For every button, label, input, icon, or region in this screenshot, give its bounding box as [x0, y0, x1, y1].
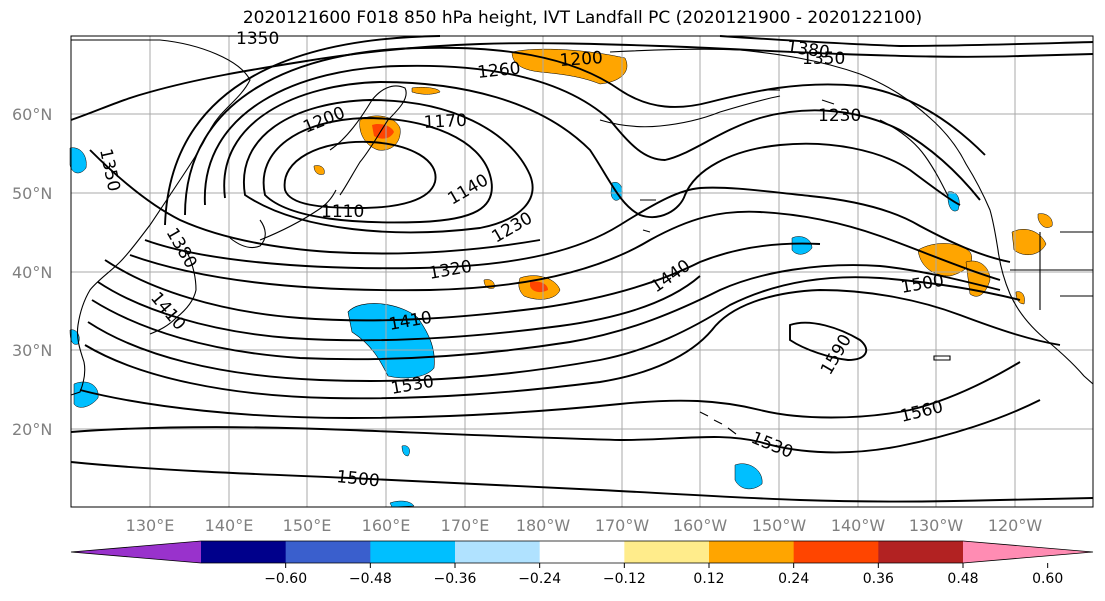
colorbar-tick-label: 0.36 — [863, 571, 894, 587]
contour-1470 — [91, 264, 1001, 361]
colorbar: −0.60 −0.48 −0.36 −0.24 −0.12 0.12 0.24 0.36 0.4… — [70, 540, 1094, 587]
coast-kuril — [259, 189, 337, 241]
colorbar-tick-label: −0.24 — [518, 571, 561, 587]
contour-1170 — [242, 99, 534, 234]
contour-label: 1200 — [559, 48, 604, 71]
lat-label: 30°N — [12, 341, 52, 360]
colorbar-segment — [878, 541, 964, 563]
contour-label: 1230 — [818, 106, 861, 126]
coast-aleutians — [599, 95, 781, 128]
ivt-shading — [69, 48, 1053, 508]
contour-1560 — [79, 361, 1021, 419]
contour-1500a — [87, 276, 1021, 382]
contour-1110 — [283, 141, 437, 209]
contour-label-group: 1350 1380 1350 1260 1200 1230 1170 1200 … — [95, 29, 945, 491]
coast-japan — [149, 219, 266, 335]
colorbar-extend-low — [71, 541, 201, 563]
colorbar-segment — [201, 541, 287, 563]
lon-label: 160°E — [362, 516, 411, 535]
lon-label: 160°W — [673, 516, 728, 535]
contour-label: 1350 — [802, 49, 845, 69]
colorbar-segment — [793, 541, 879, 563]
colorbar-tick-label: 0.48 — [947, 571, 978, 587]
height-contours — [70, 35, 1094, 503]
coast-asia — [70, 39, 251, 396]
contour-1530 — [84, 289, 1061, 400]
shade-neg-2 — [69, 147, 87, 174]
colorbar-segment — [709, 541, 795, 563]
colorbar-tick-label: −0.12 — [603, 571, 646, 587]
lon-label: 170°W — [595, 516, 650, 535]
shade-neg-8 — [389, 500, 415, 508]
shade-neg-6 — [734, 463, 763, 490]
colorbar-extend-high — [963, 541, 1093, 563]
contour-1140 — [262, 117, 493, 224]
contour-1530b — [70, 399, 1041, 454]
colorbar-segment — [624, 541, 710, 563]
coast-alaska — [609, 48, 1094, 385]
contour-1230 — [204, 64, 981, 206]
colorbar-segment — [370, 541, 456, 563]
contour-label: 1500 — [335, 467, 380, 491]
colorbar-tick-label: 0.12 — [693, 571, 724, 587]
colorbar-segment — [539, 541, 625, 563]
contour-1500b — [70, 461, 1094, 503]
contour-1320 — [144, 186, 1011, 270]
shade-pos-12 — [313, 165, 325, 175]
contour-label: 1260 — [476, 59, 521, 83]
lon-label: 180°W — [516, 516, 571, 535]
map-title: 2020121600 F018 850 hPa height, IVT Land… — [242, 8, 923, 28]
lon-label: 140°W — [831, 516, 886, 535]
shade-pos-3 — [372, 123, 394, 139]
island-chain-3 — [640, 199, 656, 233]
contour-1200 — [223, 81, 961, 218]
colorbar-segment — [285, 541, 371, 563]
lon-label: 150°E — [283, 516, 332, 535]
coastlines — [70, 39, 1094, 435]
island-chain-1 — [933, 355, 951, 361]
lon-labels: 130°E 140°E 150°E 160°E 170°E 180°W 170°… — [126, 516, 1043, 535]
contour-label: 1350 — [236, 29, 279, 49]
lon-label: 150°W — [752, 516, 807, 535]
lon-label: 170°E — [441, 516, 490, 535]
lat-label: 20°N — [12, 420, 52, 439]
lon-label: 120°W — [988, 516, 1043, 535]
coast-bc — [879, 119, 949, 197]
plot-frame — [70, 35, 1094, 508]
lon-label: 140°E — [205, 516, 254, 535]
shade-neg-4 — [791, 236, 813, 255]
contour-1380 — [89, 35, 1094, 255]
contour-1410 — [104, 242, 821, 322]
shade-pos-8 — [1011, 229, 1047, 256]
contour-1260 — [184, 46, 986, 216]
shade-pos-11 — [411, 86, 441, 95]
colorbar-outline — [70, 540, 1094, 564]
colorbar-segment — [455, 541, 541, 563]
state-borders — [1010, 231, 1093, 310]
lon-label: 130°E — [126, 516, 175, 535]
shade-pos-13 — [1015, 291, 1025, 305]
contour-label: 1110 — [321, 202, 364, 222]
contour-1440 — [97, 275, 701, 342]
contour-1290 — [164, 35, 441, 226]
colorbar-tick-label: 0.24 — [778, 571, 809, 587]
lat-label: 60°N — [12, 105, 52, 124]
contour-1590 — [789, 321, 868, 361]
contour-1350a — [129, 210, 1001, 292]
shade-neg-3 — [73, 381, 99, 408]
lat-labels: 60°N 50°N 40°N 30°N 20°N — [12, 105, 52, 439]
contour-1350b — [70, 42, 1094, 121]
shade-pos-9 — [1037, 213, 1053, 228]
shade-neg-9 — [401, 445, 410, 457]
lat-label: 50°N — [12, 184, 52, 203]
contour-label: 1170 — [423, 111, 467, 133]
colorbar-tick-label: −0.60 — [264, 571, 307, 587]
lon-label: 130°W — [909, 516, 964, 535]
colorbar-tick-label: −0.36 — [434, 571, 477, 587]
lat-label: 40°N — [12, 263, 52, 282]
colorbar-tick-label: −0.48 — [349, 571, 392, 587]
hawaii — [699, 411, 737, 435]
colorbar-tick-label: 0.60 — [1032, 571, 1063, 587]
